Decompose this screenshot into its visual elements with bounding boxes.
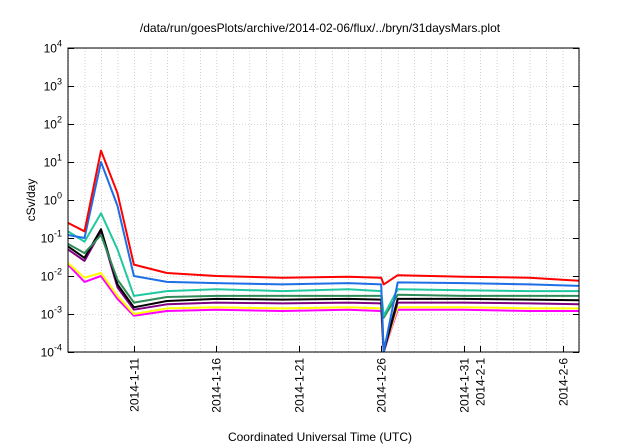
y-tick-label: 101 xyxy=(44,153,62,170)
x-tick-label: 2014-1-31 xyxy=(458,358,472,413)
chart-title: /data/run/goesPlots/archive/2014-02-06/f… xyxy=(139,21,501,35)
x-tick-label: 2014-2-1 xyxy=(474,358,488,406)
y-tick-label: 102 xyxy=(44,115,62,132)
series-group xyxy=(68,149,579,352)
series-line-2 xyxy=(68,262,579,352)
series-line-7 xyxy=(68,161,579,352)
y-tick-label: 103 xyxy=(44,77,62,94)
plot-frame xyxy=(67,47,580,353)
series-line-5 xyxy=(68,234,579,319)
y-tick-label: 10-2 xyxy=(41,267,62,284)
y-tick-label: 104 xyxy=(44,39,62,56)
y-tick-label: 10-1 xyxy=(41,229,62,246)
x-tick-label: 2014-1-26 xyxy=(375,358,389,413)
y-axis: 10-4 10-3 10-2 10-1 100 101 102 103 104 xyxy=(41,39,579,360)
y-tick-label: 100 xyxy=(44,191,62,208)
x-tick-label: 2014-1-16 xyxy=(210,358,224,413)
y-axis-label: cSv/day xyxy=(24,178,38,222)
series-line-1 xyxy=(68,263,579,352)
x-tick-label: 2014-1-21 xyxy=(293,358,307,413)
x-axis-label: Coordinated Universal Time (UTC) xyxy=(227,430,413,444)
x-tick-label: 2014-1-11 xyxy=(128,358,142,412)
y-tick-label: 10-4 xyxy=(41,343,62,360)
series-line-8 xyxy=(68,149,579,286)
x-axis: 2014-1-11 2014-1-16 2014-1-21 2014-1-26 2014… xyxy=(128,346,571,413)
x-tick-label: 2014-2-6 xyxy=(557,358,571,406)
y-tick-label: 10-3 xyxy=(41,305,62,322)
series-line-6 xyxy=(68,212,579,317)
